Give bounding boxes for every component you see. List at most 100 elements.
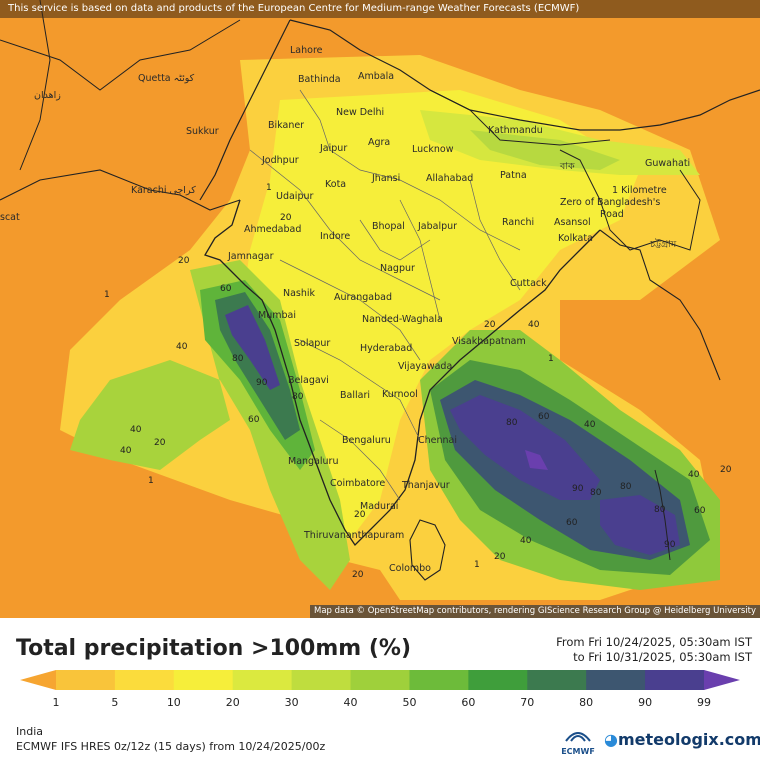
contour-label: 60 bbox=[220, 284, 232, 294]
contour-label: 20 bbox=[154, 438, 166, 448]
contour-label: 20 bbox=[352, 570, 364, 580]
contour-label: 20 bbox=[494, 552, 506, 562]
city-label: Bathinda bbox=[298, 74, 341, 85]
city-label: Jabalpur bbox=[418, 221, 458, 232]
contour-label: 80 bbox=[620, 482, 632, 492]
contour-label: 80 bbox=[232, 354, 244, 364]
city-label: Colombo bbox=[389, 563, 431, 574]
city-label: Guwahati bbox=[645, 158, 691, 169]
scale-tick-label: 99 bbox=[697, 696, 711, 709]
scale-segment bbox=[409, 670, 469, 690]
city-label: Nagpur bbox=[380, 263, 415, 274]
city-label: Bhopal bbox=[372, 221, 405, 232]
city-label: Kathmandu bbox=[488, 125, 543, 136]
scale-segment bbox=[645, 670, 705, 690]
contour-label: 40 bbox=[130, 425, 142, 435]
date-range: From Fri 10/24/2025, 05:30am IST to Fri … bbox=[556, 635, 752, 665]
city-label: Zero of Bangladesh's bbox=[560, 197, 661, 208]
scale-segment bbox=[114, 670, 175, 690]
city-label: 1 Kilometre bbox=[612, 185, 667, 196]
scale-tick-label: 80 bbox=[579, 696, 594, 709]
top-attribution: This service is based on data and produc… bbox=[0, 0, 760, 18]
date-from: From Fri 10/24/2025, 05:30am IST bbox=[556, 635, 752, 649]
scale-segment bbox=[468, 670, 528, 690]
contour-label: 90 bbox=[256, 378, 268, 388]
scale-segment bbox=[232, 670, 293, 690]
contour-label: 90 bbox=[572, 484, 584, 494]
contour-label: 80 bbox=[506, 418, 518, 428]
date-to: to Fri 10/31/2025, 05:30am IST bbox=[573, 650, 752, 664]
contour-label: 20 bbox=[484, 320, 496, 330]
city-label: Ballari bbox=[340, 390, 370, 401]
precipitation-map[interactable]: This service is based on data and produc… bbox=[0, 0, 760, 618]
ecmwf-logo[interactable]: ECMWF bbox=[560, 728, 596, 756]
city-label: Jamnagar bbox=[228, 251, 274, 262]
city-label: Kota bbox=[325, 179, 347, 190]
contour-label: 20 bbox=[354, 510, 366, 520]
city-label: Agra bbox=[368, 137, 391, 148]
city-label: চট্টগ্রাম bbox=[650, 239, 677, 250]
city-label: Jodhpur bbox=[262, 155, 299, 166]
map-canvas bbox=[0, 0, 760, 600]
scale-tick-label: 10 bbox=[166, 696, 181, 709]
contour-label: 80 bbox=[292, 392, 304, 402]
city-label: Ranchi bbox=[502, 217, 535, 228]
city-label: Jaipur bbox=[320, 143, 348, 154]
scale-segment bbox=[56, 670, 116, 690]
meteologix-logo[interactable]: ◕meteologix.com bbox=[604, 730, 760, 749]
contour-label: 40 bbox=[120, 446, 132, 456]
city-label: Bengaluru bbox=[342, 435, 391, 446]
city-label: Bikaner bbox=[268, 120, 305, 131]
city-label: Quetta کوئٹہ bbox=[138, 73, 195, 84]
scale-segment bbox=[350, 670, 410, 690]
ecmwf-logo-icon bbox=[565, 732, 591, 742]
scale-arrow-low bbox=[20, 670, 56, 690]
contour-label: 40 bbox=[528, 320, 540, 330]
city-label: Mumbai bbox=[258, 310, 296, 321]
city-label: Udaipur bbox=[276, 191, 314, 202]
city-label: Ahmedabad bbox=[244, 224, 302, 235]
city-label: Allahabad bbox=[426, 173, 474, 184]
contour-label: 60 bbox=[248, 415, 260, 425]
city-label: Kolkata bbox=[558, 233, 593, 244]
contour-label: 40 bbox=[520, 536, 532, 546]
ecmwf-text: ECMWF bbox=[561, 747, 595, 756]
chart-title: Total precipitation >100mm (%) bbox=[16, 636, 412, 661]
city-label: Mangaluru bbox=[288, 456, 339, 467]
meteologix-icon: ◕ bbox=[604, 730, 618, 749]
contour-label: 1 bbox=[148, 476, 154, 486]
scale-tick-label: 90 bbox=[638, 696, 653, 709]
meteologix-text: meteologix.com bbox=[617, 730, 760, 749]
city-label: Solapur bbox=[294, 338, 331, 349]
city-label: বাক bbox=[560, 161, 575, 172]
contour-label: 40 bbox=[688, 470, 700, 480]
contour-label: 1 bbox=[548, 354, 554, 364]
city-label: زاهدان bbox=[34, 90, 61, 101]
contour-label: 20 bbox=[178, 256, 190, 266]
scale-arrow-high bbox=[704, 670, 740, 690]
scale-tick-label: 1 bbox=[52, 696, 60, 709]
contour-label: 60 bbox=[694, 506, 706, 516]
scale-tick-label: 30 bbox=[284, 696, 299, 709]
city-label: Lucknow bbox=[412, 144, 454, 155]
scale-segment bbox=[291, 670, 352, 690]
city-label: Chennai bbox=[418, 435, 458, 446]
city-label: Vijayawada bbox=[398, 361, 453, 372]
scale-tick-label: 5 bbox=[111, 696, 119, 709]
scale-segment bbox=[173, 670, 234, 690]
map-attribution: Map data © OpenStreetMap contributors, r… bbox=[310, 605, 760, 618]
city-label: scat bbox=[0, 212, 20, 223]
contour-label: 1 bbox=[266, 183, 272, 193]
city-label: Thiruvananthapuram bbox=[304, 530, 405, 541]
city-label: Jhansi bbox=[372, 173, 401, 184]
contour-label: 80 bbox=[590, 488, 602, 498]
city-label: Lahore bbox=[290, 45, 323, 56]
contour-label: 20 bbox=[280, 213, 292, 223]
contour-label: 20 bbox=[720, 465, 732, 475]
city-label: Indore bbox=[320, 231, 351, 242]
scale-tick-label: 50 bbox=[402, 696, 417, 709]
city-label: Asansol bbox=[554, 217, 591, 228]
scale-tick-label: 70 bbox=[520, 696, 535, 709]
city-label: Coimbatore bbox=[330, 478, 386, 489]
scale-tick-label: 40 bbox=[343, 696, 358, 709]
